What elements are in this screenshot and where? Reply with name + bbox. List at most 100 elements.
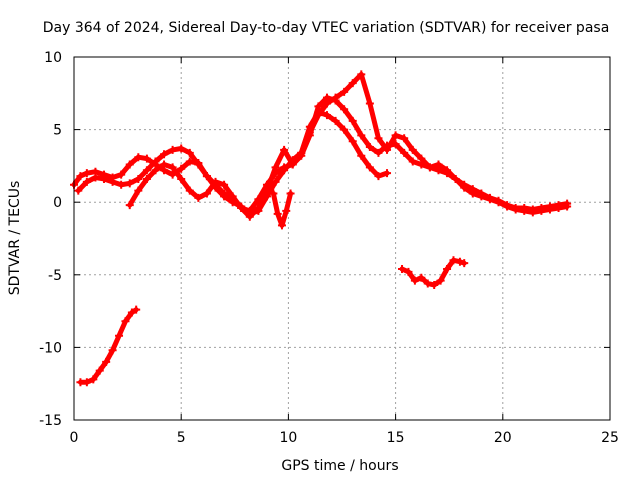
data-point [132, 305, 141, 314]
data-point [271, 163, 280, 172]
x-tick-label: 25 [601, 430, 619, 446]
data-point [423, 279, 432, 288]
data-point [468, 189, 477, 198]
data-point [194, 160, 203, 169]
data-point [503, 202, 512, 211]
data-point [220, 180, 229, 189]
data-point [305, 122, 314, 131]
data-point [528, 208, 537, 217]
data-point [417, 273, 426, 282]
data-point [348, 116, 357, 125]
data-point [365, 143, 374, 152]
data-point [134, 153, 143, 162]
data-point [449, 256, 458, 265]
x-tick-label: 0 [70, 430, 79, 446]
data-point [185, 157, 194, 166]
data-point [82, 169, 91, 178]
data-point [357, 70, 366, 79]
data-point [417, 154, 426, 163]
data-point [254, 204, 263, 213]
data-point [142, 166, 151, 175]
data-point [460, 183, 469, 192]
data-point [391, 131, 400, 140]
data-point [108, 346, 117, 355]
data-point [202, 172, 211, 181]
data-point [398, 264, 407, 273]
series-track-lower-right [398, 256, 469, 289]
data-point [322, 111, 331, 120]
data-point [228, 192, 237, 201]
data-point [545, 205, 554, 214]
series-track-main-b [74, 70, 572, 218]
data-point [262, 186, 271, 195]
data-point [288, 160, 297, 169]
data-point [211, 177, 220, 186]
data-point [125, 179, 134, 188]
data-point [82, 177, 91, 186]
chart-title: Day 364 of 2024, Sidereal Day-to-day VTE… [43, 20, 610, 36]
data-point [280, 166, 289, 175]
data-point [74, 186, 83, 195]
plot-frame [73, 56, 611, 421]
data-series [70, 70, 572, 387]
data-point [455, 257, 464, 266]
data-point [331, 116, 340, 125]
series-line [77, 307, 139, 385]
data-point [460, 259, 469, 268]
data-point [357, 151, 366, 160]
data-point [121, 317, 130, 326]
data-point [185, 186, 194, 195]
data-point [117, 170, 126, 179]
data-point [245, 212, 254, 221]
data-point [151, 157, 160, 166]
data-point [168, 163, 177, 172]
data-point [408, 145, 417, 154]
data-point [322, 99, 331, 108]
data-point [365, 163, 374, 172]
data-point [511, 205, 520, 214]
data-point [160, 160, 169, 169]
data-point [95, 366, 104, 375]
data-point [340, 125, 349, 134]
data-point [168, 145, 177, 154]
data-point [314, 108, 323, 117]
data-point [348, 137, 357, 146]
data-point [494, 198, 503, 207]
data-point [100, 174, 109, 183]
data-point [340, 105, 349, 114]
x-tick-label: 20 [494, 430, 512, 446]
data-point [383, 169, 392, 178]
data-point [177, 144, 186, 153]
data-point [220, 192, 229, 201]
data-point [125, 201, 134, 210]
data-point [280, 145, 289, 154]
series-track-main-c [125, 108, 392, 221]
data-point [408, 157, 417, 166]
series-track-lower-left [76, 305, 141, 387]
data-point [127, 308, 136, 317]
data-point [374, 148, 383, 157]
y-tick-label: 10 [44, 50, 62, 66]
data-point [404, 267, 413, 276]
data-point [374, 172, 383, 181]
data-point [134, 174, 143, 183]
data-point [142, 174, 151, 183]
data-point [434, 160, 443, 169]
axis-ticks: 0 5 10 15 20 25 -15 -10 -5 0 5 10 [39, 50, 619, 446]
data-point [177, 174, 186, 183]
y-tick-label: 0 [53, 195, 62, 211]
y-axis-label: SDTVAR / TECUs [7, 181, 23, 296]
data-point [297, 148, 306, 157]
data-point [443, 264, 452, 273]
data-point [410, 276, 419, 285]
data-point [194, 193, 203, 202]
data-point [477, 192, 486, 201]
data-point [436, 276, 445, 285]
data-point [277, 221, 286, 230]
data-point [554, 204, 563, 213]
y-tick-label: -10 [39, 340, 62, 356]
data-point [520, 206, 529, 215]
data-point [348, 79, 357, 88]
